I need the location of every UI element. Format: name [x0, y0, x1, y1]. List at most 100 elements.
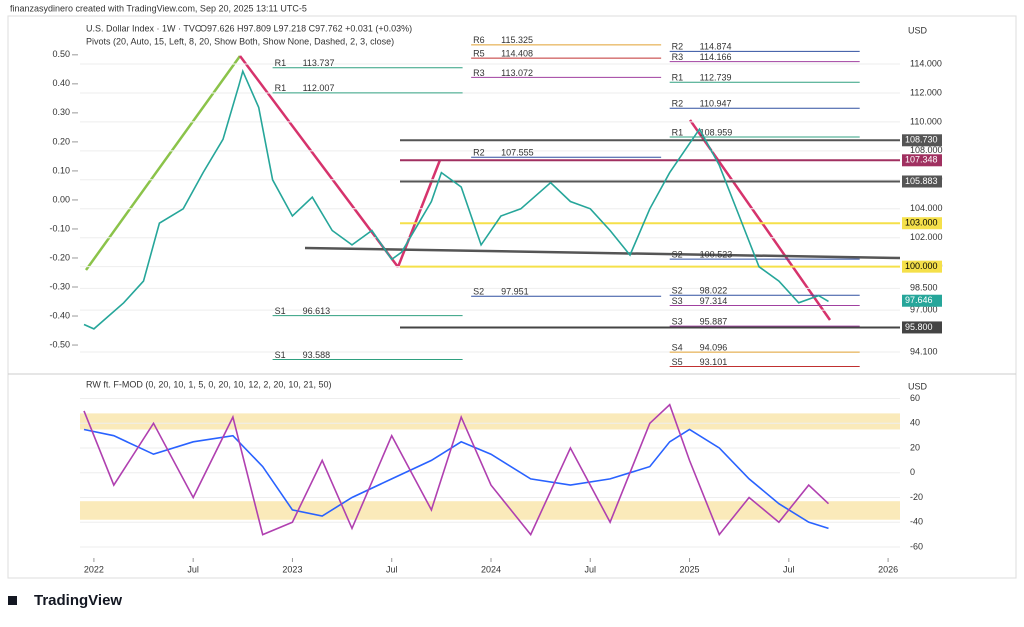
y-tick-label: 97.000	[910, 304, 938, 314]
series-line	[83, 68, 829, 330]
y-tick-label: 114.000	[910, 58, 942, 68]
y2-tick-label: 0.20	[52, 136, 70, 146]
y-tick-label: 0	[910, 467, 915, 477]
pivot-value: 97.951	[501, 287, 529, 297]
pivot-name: R5	[473, 48, 485, 58]
pivot-name: S5	[672, 357, 683, 367]
pivot-name: S1	[275, 306, 286, 316]
y2-tick-label: 0.30	[52, 107, 70, 117]
pivot-name: S2	[672, 286, 683, 296]
pivot-name: R1	[275, 83, 287, 93]
pivot-value: 93.588	[303, 350, 331, 360]
y-tick-label: 112.000	[910, 87, 942, 97]
pivot-value: 93.101	[700, 357, 728, 367]
x-tick-label: 2022	[84, 564, 104, 574]
pivot-value: 96.613	[303, 306, 331, 316]
level-box	[902, 134, 942, 147]
logo-text: TradingView	[34, 592, 122, 609]
x-tick-label: 2026	[878, 564, 898, 574]
y-tick-label: 102.000	[910, 232, 943, 242]
pivot-value: 114.874	[700, 42, 732, 52]
band	[80, 501, 900, 520]
indicator: Pivots (20, Auto, 15, Left, 8, 20, Show …	[86, 36, 394, 46]
level-label: 105.883	[905, 176, 938, 186]
pivot-name: S2	[672, 249, 683, 259]
pivot-value: 114.166	[700, 52, 732, 62]
pivot-value: 112.007	[303, 83, 335, 93]
pivot-value: 100.523	[700, 249, 733, 259]
pivot-name: R1	[672, 127, 684, 137]
pivot-name: S2	[473, 287, 484, 297]
pivot-value: 97.314	[700, 296, 728, 306]
x-tick-label: Jul	[585, 564, 597, 574]
pivot-name: S1	[275, 350, 286, 360]
pivot-value: 113.072	[501, 68, 533, 78]
pivot-value: 113.737	[303, 58, 335, 68]
y-tick-label: 104.000	[910, 203, 943, 213]
y2-tick-label: 0.50	[52, 49, 70, 59]
pivot-value: 115.325	[501, 35, 533, 45]
ohlc: O97.626 H97.809 L97.218 C97.762 +0.031 (…	[200, 23, 412, 33]
level-box	[902, 175, 942, 188]
y-tick-label: 60	[910, 393, 920, 403]
pivot-name: S3	[672, 317, 683, 327]
pivot-name: R3	[473, 68, 485, 78]
pivot-name: R6	[473, 35, 485, 45]
y2-tick-label: -0.10	[49, 223, 70, 233]
symbol: U.S. Dollar Index · 1W · TVC	[86, 23, 202, 33]
last-price-box	[902, 294, 942, 307]
pivot-value: 114.408	[501, 48, 533, 58]
trendline	[84, 55, 242, 271]
pivot-name: S4	[672, 342, 683, 352]
level-label: 103.000	[905, 218, 938, 228]
y2-tick-label: 0.00	[52, 194, 70, 204]
x-tick-label: 2024	[481, 564, 501, 574]
y2-tick-label: -0.30	[49, 281, 70, 291]
osc-title: RW ft. F-MOD (0, 20, 10, 1, 5, 0, 20, 10…	[86, 379, 331, 389]
y2-tick-label: -0.40	[49, 310, 70, 320]
y-tick-label: 20	[910, 442, 920, 452]
y2-tick-label: -0.20	[49, 252, 70, 262]
pivot-name: R1	[275, 58, 287, 68]
last-price: 97.646	[905, 295, 933, 305]
pivot-name: R1	[672, 73, 684, 83]
y-tick-label: 108.000	[910, 145, 943, 155]
y-tick-label: -20	[910, 492, 923, 502]
pivot-name: R2	[672, 99, 684, 109]
x-tick-label: Jul	[187, 564, 199, 574]
y2-tick-label: 0.40	[52, 78, 70, 88]
level-box	[902, 321, 942, 334]
band	[80, 413, 900, 430]
pivot-name: R2	[473, 148, 485, 158]
pivot-value: 108.959	[700, 127, 733, 137]
x-tick-label: Jul	[783, 564, 795, 574]
level-label: 95.800	[905, 322, 933, 332]
pivot-value: 94.096	[700, 342, 728, 352]
pivot-value: 110.947	[700, 99, 732, 109]
pivot-value: 95.887	[700, 317, 728, 327]
trendline	[304, 246, 901, 260]
level-label: 108.730	[905, 135, 938, 145]
level-box	[902, 217, 942, 230]
pivot-value: 107.555	[501, 148, 534, 158]
level-box	[902, 260, 942, 273]
series-line	[83, 403, 830, 537]
level-label: 107.348	[905, 155, 938, 165]
trendline	[238, 55, 400, 268]
level-box	[902, 154, 942, 167]
pivot-name: R3	[672, 52, 684, 62]
y-tick-label: -40	[910, 517, 923, 527]
pivot-value: 112.739	[700, 73, 732, 83]
y-tick-label: 94.100	[910, 346, 938, 356]
level-label: 100.000	[905, 261, 938, 271]
currency: USD	[908, 25, 928, 35]
frame	[7, 15, 1017, 579]
y-tick-label: 110.000	[910, 116, 942, 126]
x-tick-label: Jul	[386, 564, 398, 574]
credit: finanzasydinero created with TradingView…	[10, 3, 307, 13]
y-tick-label: -60	[910, 541, 923, 551]
pivot-name: S3	[672, 296, 683, 306]
y-tick-label: 40	[910, 418, 920, 428]
y-tick-label: 98.500	[910, 283, 938, 293]
